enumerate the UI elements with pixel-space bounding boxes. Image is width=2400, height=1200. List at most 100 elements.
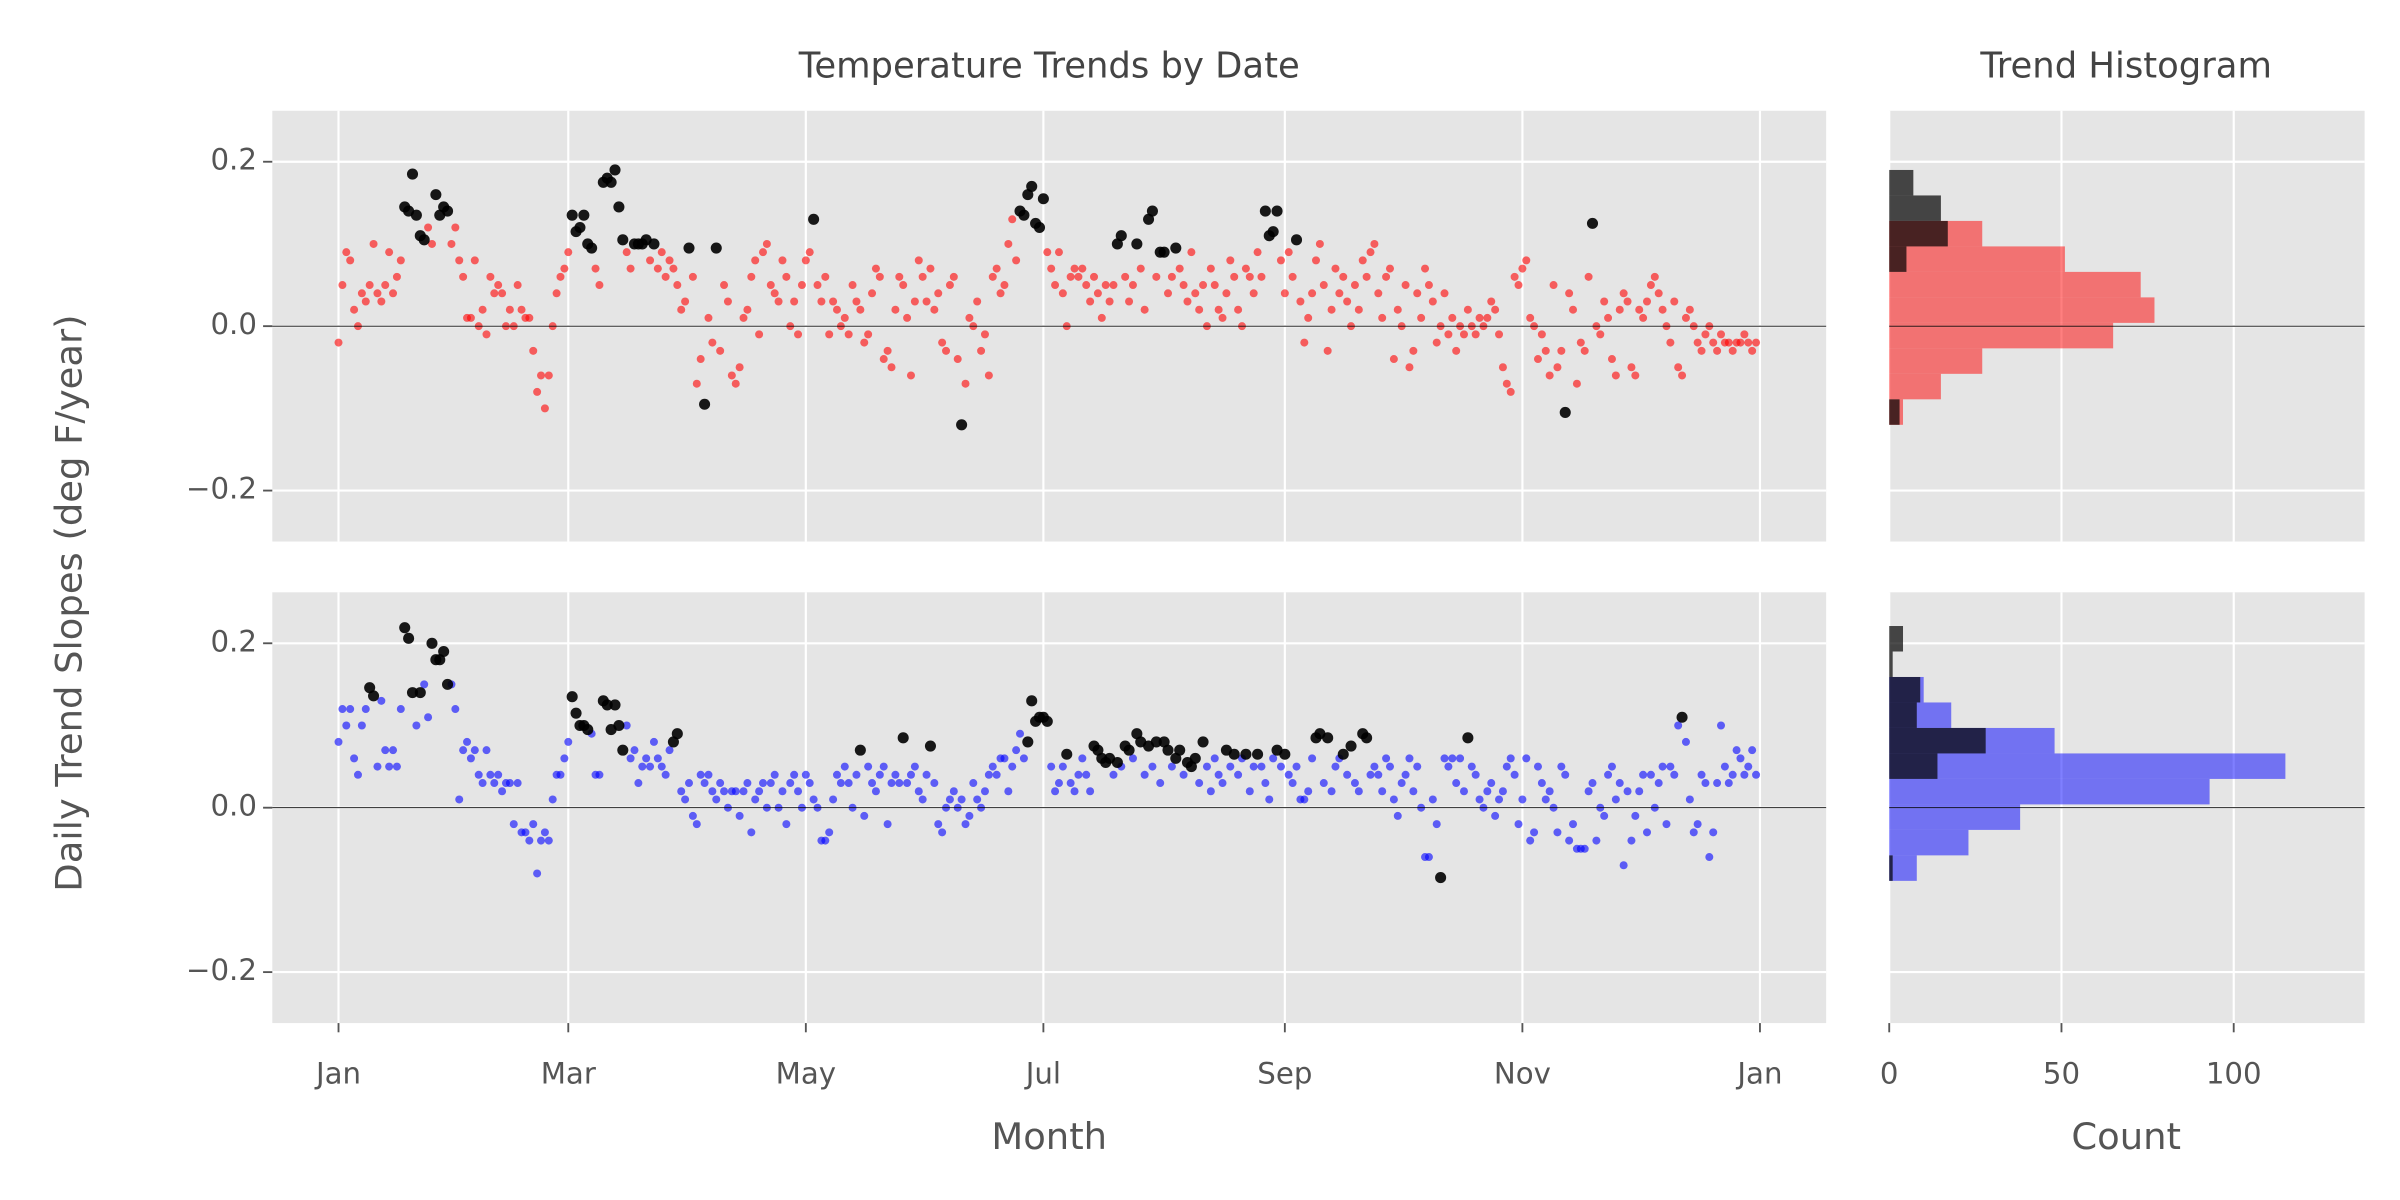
point [1012, 256, 1021, 265]
point [832, 305, 841, 314]
point [1545, 371, 1554, 380]
point [338, 281, 347, 290]
significant-point [1189, 752, 1201, 764]
point [669, 264, 678, 273]
point [751, 795, 760, 804]
point [883, 820, 892, 829]
point [1553, 828, 1562, 837]
point [361, 705, 370, 714]
point [930, 305, 939, 314]
point [852, 770, 861, 779]
point [1498, 787, 1507, 796]
point [1066, 272, 1075, 281]
point [957, 795, 966, 804]
point [1615, 779, 1624, 788]
point [1413, 289, 1422, 298]
x-axis-label: Month [991, 1115, 1107, 1158]
point [1047, 762, 1056, 771]
significant-point [1162, 744, 1174, 756]
point [1580, 346, 1589, 355]
point [1082, 770, 1091, 779]
point [1300, 338, 1309, 347]
histogram-bar [1889, 753, 2286, 779]
significant-point [609, 164, 621, 176]
point [1086, 297, 1095, 306]
point [556, 770, 565, 779]
point [766, 779, 775, 788]
point [681, 297, 690, 306]
point [1604, 313, 1613, 322]
point [868, 289, 877, 298]
point [389, 289, 398, 298]
point [595, 281, 604, 290]
point [1280, 289, 1289, 298]
point [478, 779, 487, 788]
point [1584, 272, 1593, 281]
significant-point [1111, 756, 1123, 769]
point [1218, 779, 1227, 788]
point [540, 828, 549, 837]
point [782, 820, 791, 829]
significant-point [1170, 752, 1182, 764]
point [801, 770, 810, 779]
point [1670, 297, 1679, 306]
significant-point [410, 209, 422, 221]
point [1693, 338, 1702, 347]
y-tick-label: 0.2 [210, 143, 256, 177]
point [1078, 264, 1087, 273]
x-tick-label: Sep [1257, 1056, 1312, 1090]
point [1257, 762, 1266, 771]
point [1008, 215, 1017, 224]
point [369, 239, 378, 248]
point [1522, 754, 1531, 763]
point [1600, 297, 1609, 306]
point [1343, 297, 1352, 306]
x-tick-label: May [776, 1056, 836, 1090]
point [1514, 820, 1523, 829]
point [498, 787, 507, 796]
point [790, 770, 799, 779]
point [1354, 305, 1363, 314]
point [1701, 779, 1710, 788]
point [626, 264, 635, 273]
point [1697, 346, 1706, 355]
significant-point [1041, 715, 1053, 727]
point [466, 754, 475, 763]
point [334, 338, 343, 347]
point [1284, 770, 1293, 779]
significant-point [897, 732, 909, 744]
significant-point [1435, 872, 1447, 884]
significant-point [406, 687, 419, 699]
point [1245, 272, 1254, 281]
point [786, 779, 795, 788]
point [1569, 820, 1578, 829]
point [350, 754, 359, 763]
x-tick-label: Mar [541, 1056, 597, 1090]
point [626, 754, 635, 763]
point [1654, 779, 1663, 788]
point [844, 330, 853, 339]
point [513, 281, 522, 290]
significant-point [1115, 230, 1127, 242]
point [392, 272, 401, 281]
point [1658, 762, 1667, 771]
histogram-bar [1889, 348, 1983, 374]
point [692, 820, 701, 829]
point [1004, 787, 1013, 796]
point [1448, 313, 1457, 322]
point [1685, 305, 1694, 314]
point [1226, 762, 1235, 771]
point [875, 770, 884, 779]
point [1008, 762, 1017, 771]
significant-point [1271, 205, 1283, 217]
point [1109, 770, 1118, 779]
significant-point [1158, 736, 1170, 748]
significant-point [617, 744, 629, 756]
point [1000, 754, 1009, 763]
point [1576, 338, 1585, 347]
point [1366, 248, 1375, 257]
significant-point [1197, 736, 1209, 748]
point [544, 371, 553, 380]
point [525, 836, 534, 845]
point [696, 770, 705, 779]
